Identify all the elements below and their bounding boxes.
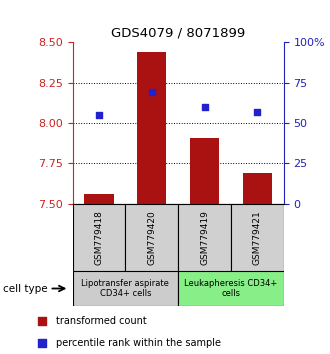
Bar [73, 271, 178, 306]
Bar [178, 271, 284, 306]
Bar [137, 52, 166, 204]
Text: percentile rank within the sample: percentile rank within the sample [56, 338, 221, 348]
Bar [231, 204, 284, 271]
Text: GSM779420: GSM779420 [147, 210, 156, 264]
Text: GSM779421: GSM779421 [253, 210, 262, 264]
Point [149, 90, 154, 95]
Text: Lipotransfer aspirate
CD34+ cells: Lipotransfer aspirate CD34+ cells [82, 279, 169, 298]
Point [39, 340, 44, 346]
Title: GDS4079 / 8071899: GDS4079 / 8071899 [111, 27, 245, 40]
Text: GSM779418: GSM779418 [94, 210, 104, 265]
Text: GSM779419: GSM779419 [200, 210, 209, 265]
Point [202, 104, 207, 110]
Bar [125, 204, 178, 271]
Point [96, 112, 102, 118]
Text: Leukapheresis CD34+
cells: Leukapheresis CD34+ cells [184, 279, 278, 298]
Bar [243, 173, 272, 204]
Bar [190, 137, 219, 204]
Point [255, 109, 260, 115]
Bar [178, 204, 231, 271]
Text: cell type: cell type [3, 284, 48, 293]
Bar [73, 204, 125, 271]
Bar [84, 194, 114, 204]
Text: transformed count: transformed count [56, 316, 147, 326]
Point [39, 319, 44, 324]
